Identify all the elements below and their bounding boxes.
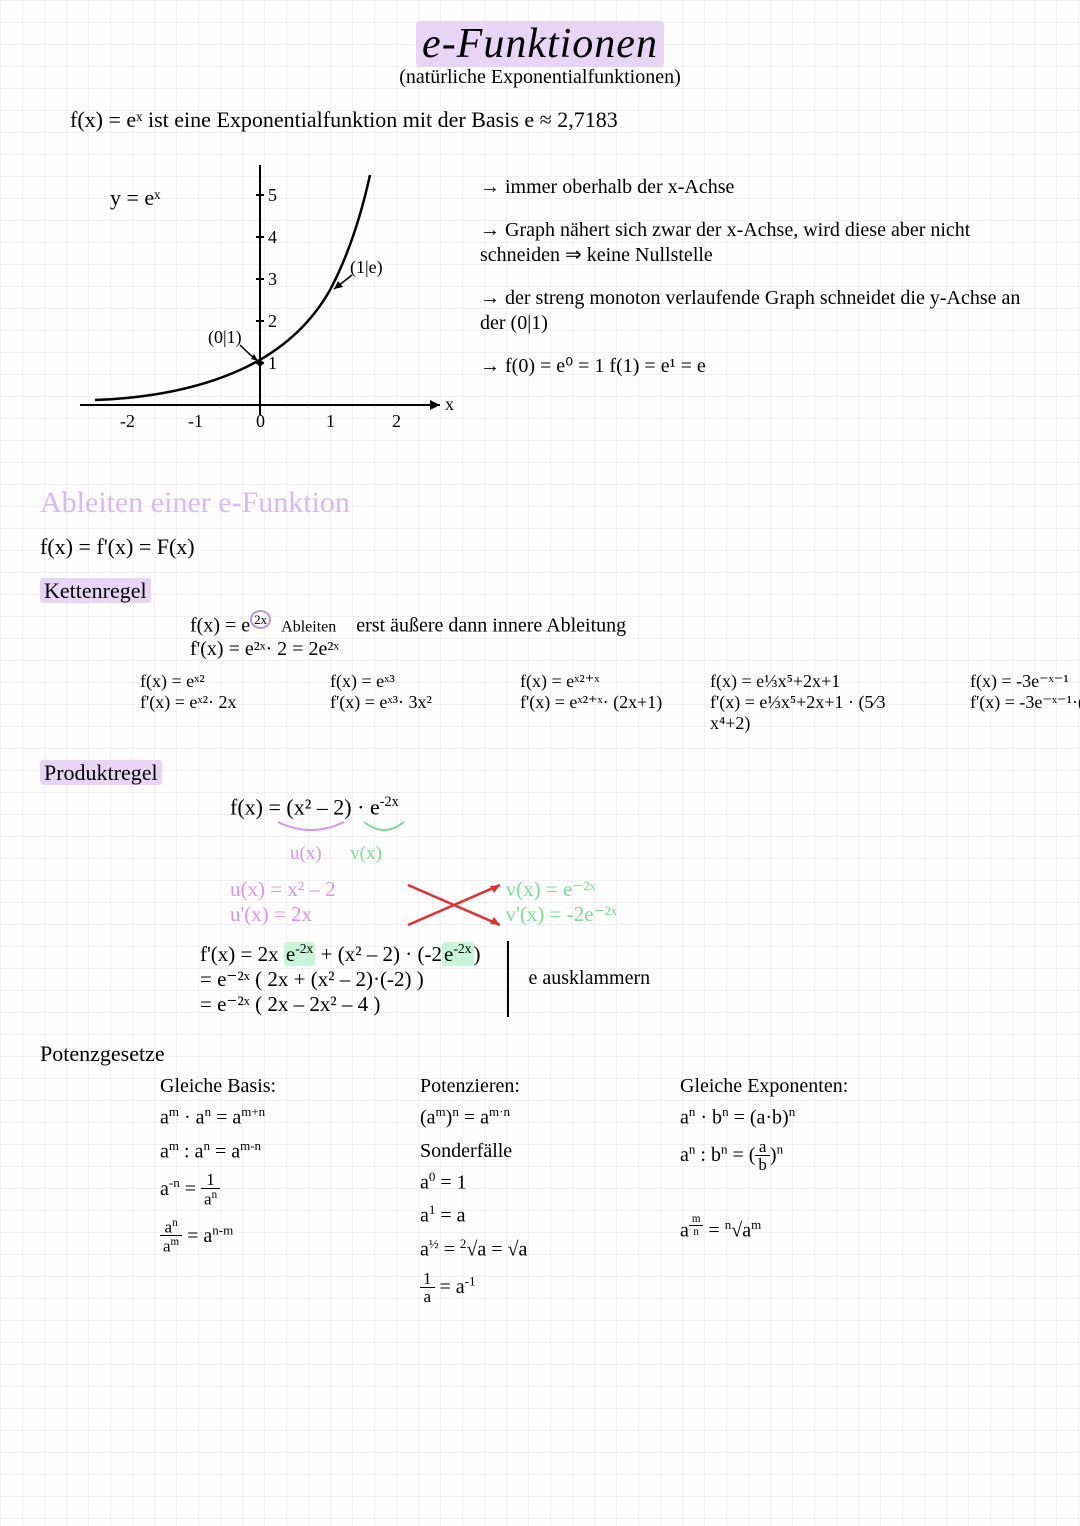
chain-ex5-f: f(x) = -3e⁻ˣ⁻¹ xyxy=(970,671,1080,692)
product-func: f(x) = (x² – 2) · e-2x xyxy=(230,794,1040,820)
p-c2-r4: 1a = a-1 xyxy=(420,1270,620,1307)
power-col-3: Gleiche Exponenten: an · bn = (a·b)n an … xyxy=(680,1075,880,1314)
derive-identity: f(x) = f'(x) = F(x) xyxy=(40,534,1040,560)
svg-text:3: 3 xyxy=(268,269,277,289)
chain-ex3-f: f(x) = eˣ²⁺ˣ xyxy=(520,671,670,692)
graph-note-1: → immer oberhalb der x-Achse xyxy=(480,175,1040,200)
product-rule-heading: Produktregel xyxy=(40,760,1040,786)
prod-res3: = e⁻²ˣ ( 2x – 2x² – 4 ) xyxy=(200,992,481,1017)
product-steps: f'(x) = 2x e-2x + (x² – 2) · (-2e-2x) = … xyxy=(200,941,509,1017)
chain-ex1-fp: f'(x) = eˣ²· 2x xyxy=(140,692,290,713)
chain-examples: f(x) = eˣ² f'(x) = eˣ²· 2x f(x) = eˣ³ f'… xyxy=(140,671,1040,734)
svg-text:x: x xyxy=(445,394,454,414)
p-c1-r4: anam = an-m xyxy=(160,1218,360,1257)
chain-ex2-fp: f'(x) = eˣ³· 3x² xyxy=(330,692,480,713)
graph-note-2: → Graph nähert sich zwar der x-Achse, wi… xyxy=(480,218,1040,268)
svg-text:(1|e): (1|e) xyxy=(350,257,383,278)
product-rule-label: Produktregel xyxy=(40,760,162,785)
v-col: v(x) = e⁻²ˣ v'(x) = -2e⁻²ˣ xyxy=(506,877,617,927)
svg-text:2: 2 xyxy=(268,311,277,331)
chain-main-example: f(x) = e2x Ableiten erst äußere dann inn… xyxy=(190,612,1040,638)
chain-ex-5: f(x) = -3e⁻ˣ⁻¹ f'(x) = -3e⁻ˣ⁻¹·(-1) xyxy=(970,671,1080,734)
up-def: u'(x) = 2x xyxy=(230,902,336,927)
power-col2-h: Potenzieren: xyxy=(420,1075,620,1098)
graph-note-4: → f(0) = e⁰ = 1 f(1) = e¹ = e xyxy=(480,354,1040,379)
title-text: e-Funktionen xyxy=(416,21,664,67)
graph-section: x -2 -1 0 1 2 1 2 3 4 5 xyxy=(40,145,1040,460)
p-c3-r3: amn = n√am xyxy=(680,1214,880,1243)
chain-ex-2: f(x) = eˣ³ f'(x) = eˣ³· 3x² xyxy=(330,671,480,734)
svg-text:1: 1 xyxy=(268,353,277,373)
p-c1-r3: a-n = 1an xyxy=(160,1171,360,1209)
p-c1-r1: am · an = am+n xyxy=(160,1104,360,1130)
p-c3-r2: an : bn = (ab)n xyxy=(680,1138,880,1175)
u-def: u(x) = x² – 2 xyxy=(230,877,336,902)
chain-exp: 2x xyxy=(250,610,271,629)
svg-text:y = eˣ: y = eˣ xyxy=(110,185,161,210)
chain-ex1-f: f(x) = eˣ² xyxy=(140,671,290,692)
power-col1-h: Gleiche Basis: xyxy=(160,1075,360,1098)
power-col3-h: Gleiche Exponenten: xyxy=(680,1075,880,1098)
chain-tag: Ableiten xyxy=(281,619,336,636)
chain-ex2-f: f(x) = eˣ³ xyxy=(330,671,480,692)
svg-text:-1: -1 xyxy=(188,411,203,431)
prod-res2: = e⁻²ˣ ( 2x + (x² – 2)·(-2) ) xyxy=(200,967,481,992)
power-laws-heading: Potenzgesetze xyxy=(40,1041,1040,1067)
graph: x -2 -1 0 1 2 1 2 3 4 5 xyxy=(40,145,460,460)
graph-note-3: → der streng monoton verlaufende Graph s… xyxy=(480,286,1040,336)
power-laws-grid: Gleiche Basis: am · an = am+n am : an = … xyxy=(160,1075,1040,1314)
svg-text:0: 0 xyxy=(256,411,265,431)
svg-text:5: 5 xyxy=(268,185,277,205)
power-laws-label: Potenzgesetze xyxy=(40,1041,165,1066)
page-title: e-Funktionen xyxy=(40,20,1040,68)
u-label: u(x) xyxy=(290,843,322,864)
power-col-2: Potenzieren: (am)n = am·n Sonderfälle a0… xyxy=(420,1075,620,1314)
graph-notes: → immer oberhalb der x-Achse → Graph näh… xyxy=(480,145,1040,460)
chain-ex-1: f(x) = eˣ² f'(x) = eˣ²· 2x xyxy=(140,671,290,734)
intro-line: f(x) = eˣ ist eine Exponentialfunktion m… xyxy=(70,107,1040,133)
page-subtitle: (natürliche Exponentialfunktionen) xyxy=(40,66,1040,89)
product-note: e ausklammern xyxy=(509,967,651,990)
p-c3-r1: an · bn = (a·b)n xyxy=(680,1104,880,1130)
p-c1-r2: am : an = am-n xyxy=(160,1138,360,1164)
chain-rule-label: Kettenregel xyxy=(40,578,151,603)
power-col-1: Gleiche Basis: am · an = am+n am : an = … xyxy=(160,1075,360,1314)
p-c2-r1: a0 = 1 xyxy=(420,1169,620,1195)
svg-text:(0|1): (0|1) xyxy=(208,327,242,348)
svg-text:2: 2 xyxy=(392,411,401,431)
chain-note: erst äußere dann innere Ableitung xyxy=(356,615,626,637)
v-label: v(x) xyxy=(350,843,382,864)
chain-fp: f'(x) = e²ˣ· 2 = 2e²ˣ xyxy=(190,638,1040,661)
chain-rule-heading: Kettenregel xyxy=(40,578,1040,604)
p-c2-r2: a1 = a xyxy=(420,1202,620,1228)
p-c2-r3: a½ = 2√a = √a xyxy=(420,1236,620,1262)
chain-ex3-fp: f'(x) = eˣ²⁺ˣ· (2x+1) xyxy=(520,692,670,713)
chain-ex5-fp: f'(x) = -3e⁻ˣ⁻¹·(-1) xyxy=(970,692,1080,713)
svg-text:1: 1 xyxy=(326,411,335,431)
product-result: f'(x) = 2x e-2x + (x² – 2) · (-2e-2x) = … xyxy=(200,941,1040,1017)
svg-text:4: 4 xyxy=(268,227,277,247)
v-def: v(x) = e⁻²ˣ xyxy=(506,877,617,902)
svg-text:-2: -2 xyxy=(120,411,135,431)
chain-f: f(x) = e xyxy=(190,615,250,637)
prod-res1: f'(x) = 2x e-2x + (x² – 2) · (-2e-2x) xyxy=(200,941,481,967)
power-col2-sub: Sonderfälle xyxy=(420,1140,620,1163)
chain-ex-3: f(x) = eˣ²⁺ˣ f'(x) = eˣ²⁺ˣ· (2x+1) xyxy=(520,671,670,734)
section-derive-heading: Ableiten einer e-Funktion xyxy=(40,486,1040,520)
p-c2-r0: (am)n = am·n xyxy=(420,1104,620,1130)
u-col: u(x) = x² – 2 u'(x) = 2x xyxy=(230,877,336,927)
chain-ex-4: f(x) = e⅓x⁵+2x+1 f'(x) = e⅓x⁵+2x+1 · (5⁄… xyxy=(710,671,930,734)
vp-def: v'(x) = -2e⁻²ˣ xyxy=(506,902,617,927)
product-uv-defs: u(x) = x² – 2 u'(x) = 2x v(x) = e⁻²ˣ v'(… xyxy=(230,877,1040,927)
chain-ex4-f: f(x) = e⅓x⁵+2x+1 xyxy=(710,671,930,692)
cross-arrows-icon xyxy=(400,877,510,933)
chain-ex4-fp: f'(x) = e⅓x⁵+2x+1 · (5⁄3 x⁴+2) xyxy=(710,692,930,734)
